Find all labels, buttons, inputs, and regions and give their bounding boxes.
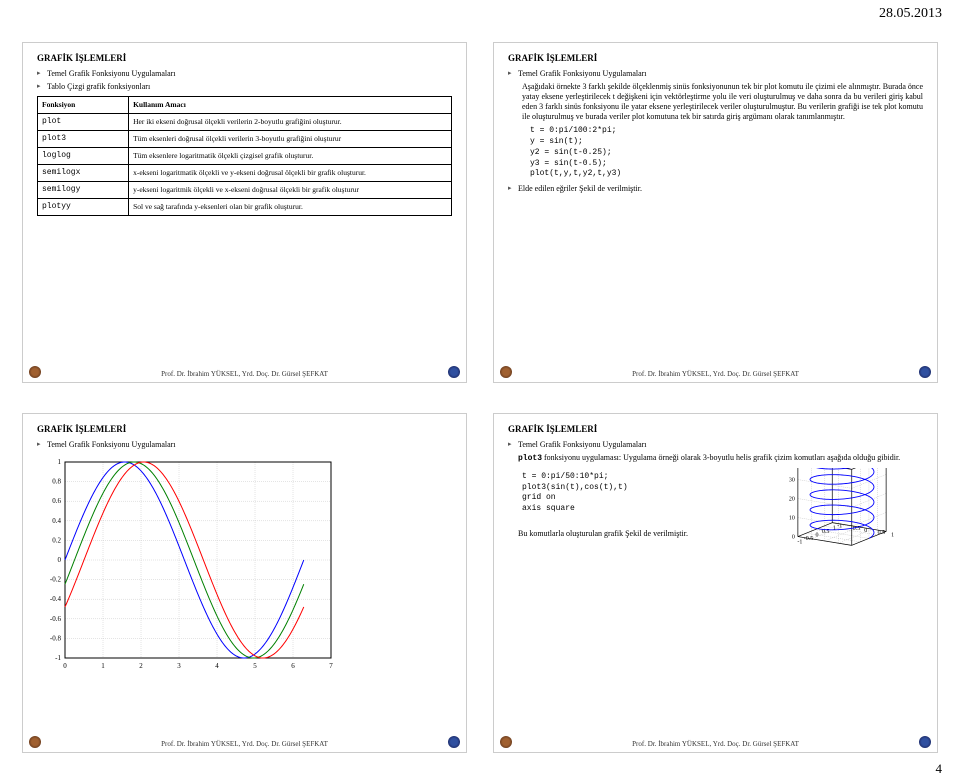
slide2-paragraph: Aşağıdaki örnekte 3 farklı şekilde ölçek… xyxy=(518,82,923,122)
svg-text:-0.8: -0.8 xyxy=(50,634,62,642)
helix-chart: 010203040-1-1-0.5-0.5000.50.511 xyxy=(773,468,923,588)
slide1-sub1: Temel Grafik Fonksiyonu Uygulamaları xyxy=(37,69,452,79)
func-name: plot xyxy=(38,113,129,130)
svg-text:1: 1 xyxy=(833,525,836,531)
th-desc: Kullanım Amacı xyxy=(129,97,452,113)
func-name: plot3 xyxy=(38,130,129,147)
slide-grid: GRAFİK İŞLEMLERİ Temel Grafik Fonksiyonu… xyxy=(0,0,960,783)
svg-text:7: 7 xyxy=(329,662,333,670)
svg-text:-1: -1 xyxy=(837,523,842,529)
table-row: semilogyy-ekseni logaritmik ölçekli ve x… xyxy=(38,181,452,198)
section-title: GRAFİK İŞLEMLERİ xyxy=(508,53,923,64)
svg-text:4: 4 xyxy=(215,662,219,670)
svg-text:0.4: 0.4 xyxy=(52,517,61,525)
helix-svg: 010203040-1-1-0.5-0.5000.50.511 xyxy=(773,468,923,588)
slide4-intro: plot3 fonksiyonu uygulaması: Uygulama ör… xyxy=(518,453,923,464)
slide4-closing: Bu komutlarla oluşturulan grafik Şekil d… xyxy=(518,529,765,539)
func-name: semilogx xyxy=(38,164,129,181)
func-name: loglog xyxy=(38,147,129,164)
svg-text:0: 0 xyxy=(864,528,867,534)
svg-text:3: 3 xyxy=(177,662,181,670)
func-desc: y-ekseni logaritmik ölçekli ve x-ekseni … xyxy=(129,181,452,198)
function-table: Fonksiyon Kullanım Amacı plotHer iki eks… xyxy=(37,96,452,215)
slide-footer: Prof. Dr. İbrahim YÜKSEL, Yrd. Doç. Dr. … xyxy=(23,740,466,749)
svg-text:-0.4: -0.4 xyxy=(50,595,62,603)
slide1-sub2: Tablo Çizgi grafik fonksiyonları xyxy=(37,82,452,92)
svg-text:1: 1 xyxy=(101,662,105,670)
slide3-sub: Temel Grafik Fonksiyonu Uygulamaları xyxy=(37,440,452,450)
section-title: GRAFİK İŞLEMLERİ xyxy=(37,53,452,64)
func-desc: x-ekseni logaritmatik ölçekli ve y-eksen… xyxy=(129,164,452,181)
table-row: plotyySol ve sağ tarafında y-eksenleri o… xyxy=(38,198,452,215)
svg-text:0: 0 xyxy=(816,532,819,538)
svg-text:10: 10 xyxy=(789,515,795,521)
svg-text:20: 20 xyxy=(789,496,795,502)
svg-text:1: 1 xyxy=(58,458,62,466)
svg-text:0.5: 0.5 xyxy=(878,530,886,536)
svg-text:-0.2: -0.2 xyxy=(50,575,62,583)
svg-text:-0.5: -0.5 xyxy=(804,536,814,542)
svg-text:-1: -1 xyxy=(55,654,61,662)
slide4-intro-text: fonksiyonu uygulaması: Uygulama örneği o… xyxy=(542,453,900,462)
svg-text:6: 6 xyxy=(291,662,295,670)
th-func: Fonksiyon xyxy=(38,97,129,113)
table-row: plot3Tüm eksenleri doğrusal ölçekli veri… xyxy=(38,130,452,147)
slide2-text: Aşağıdaki örnekte 3 farklı şekilde ölçek… xyxy=(522,82,923,121)
func-desc: Sol ve sağ tarafında y-eksenleri olan bi… xyxy=(129,198,452,215)
slide2-sub: Temel Grafik Fonksiyonu Uygulamaları xyxy=(508,69,923,79)
svg-text:0.8: 0.8 xyxy=(52,477,61,485)
slide4-intro-code: plot3 xyxy=(518,454,542,463)
func-name: semilogy xyxy=(38,181,129,198)
svg-text:5: 5 xyxy=(253,662,257,670)
svg-text:0.6: 0.6 xyxy=(52,497,61,505)
sine-svg: 0 1 2 3 4 5 6 7 -1 -0.8 -0.6 -0.4 -0.2 0 0.2 0.4 0.6 0.8 1 xyxy=(37,456,337,676)
sine-chart: 0 1 2 3 4 5 6 7 -1 -0.8 -0.6 -0.4 -0.2 0 0.2 0.4 0.6 0.8 1 xyxy=(37,456,452,676)
page-number: 4 xyxy=(936,761,943,777)
svg-text:30: 30 xyxy=(789,477,795,483)
slide2-code: t = 0:pi/100:2*pi; y = sin(t); y2 = sin(… xyxy=(530,126,923,180)
svg-text:0: 0 xyxy=(63,662,67,670)
section-title: GRAFİK İŞLEMLERİ xyxy=(508,424,923,435)
func-desc: Tüm eksenlere logaritmatik ölçekli çizgi… xyxy=(129,147,452,164)
slide-1: GRAFİK İŞLEMLERİ Temel Grafik Fonksiyonu… xyxy=(22,42,467,383)
func-name: plotyy xyxy=(38,198,129,215)
page-date: 28.05.2013 xyxy=(879,6,942,22)
svg-text:2: 2 xyxy=(139,662,143,670)
slide-3: GRAFİK İŞLEMLERİ Temel Grafik Fonksiyonu… xyxy=(22,413,467,754)
slide-footer: Prof. Dr. İbrahim YÜKSEL, Yrd. Doç. Dr. … xyxy=(23,370,466,379)
table-header-row: Fonksiyon Kullanım Amacı xyxy=(38,97,452,113)
svg-text:0.2: 0.2 xyxy=(52,536,61,544)
svg-text:1: 1 xyxy=(891,532,894,538)
table-row: loglogTüm eksenlere logaritmatik ölçekli… xyxy=(38,147,452,164)
section-title: GRAFİK İŞLEMLERİ xyxy=(37,424,452,435)
slide-footer: Prof. Dr. İbrahim YÜKSEL, Yrd. Doç. Dr. … xyxy=(494,370,937,379)
slide-4: GRAFİK İŞLEMLERİ Temel Grafik Fonksiyonu… xyxy=(493,413,938,754)
table-row: plotHer iki ekseni doğrusal ölçekli veri… xyxy=(38,113,452,130)
slide4-sub: Temel Grafik Fonksiyonu Uygulamaları xyxy=(508,440,923,450)
svg-text:-0.6: -0.6 xyxy=(50,615,62,623)
slide2-closing: Elde edilen eğriler Şekil de verilmiştir… xyxy=(508,184,923,194)
svg-text:-1: -1 xyxy=(797,539,802,545)
func-desc: Tüm eksenleri doğrusal ölçekli verilerin… xyxy=(129,130,452,147)
func-desc: Her iki ekseni doğrusal ölçekli verileri… xyxy=(129,113,452,130)
slide4-code: t = 0:pi/50:10*pi; plot3(sin(t),cos(t),t… xyxy=(522,472,765,515)
svg-text:0: 0 xyxy=(58,556,62,564)
table-row: semilogxx-ekseni logaritmatik ölçekli ve… xyxy=(38,164,452,181)
svg-text:0: 0 xyxy=(792,534,795,540)
slide-footer: Prof. Dr. İbrahim YÜKSEL, Yrd. Doç. Dr. … xyxy=(494,740,937,749)
slide-2: GRAFİK İŞLEMLERİ Temel Grafik Fonksiyonu… xyxy=(493,42,938,383)
